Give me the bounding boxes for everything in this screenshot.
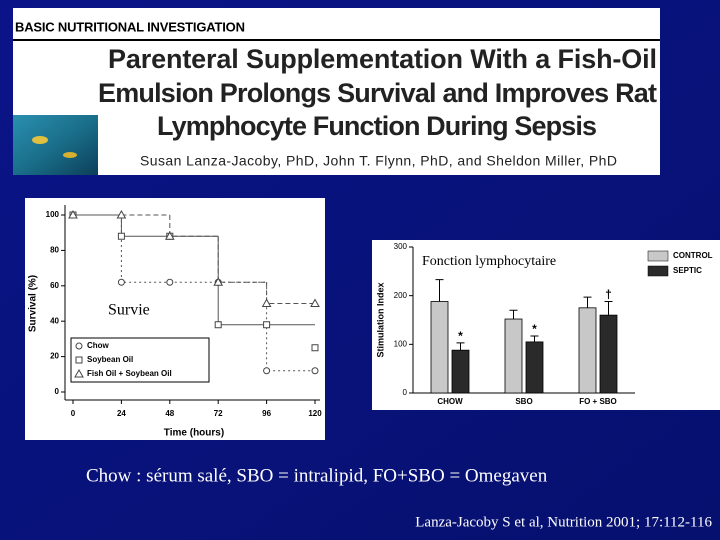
fish [63, 152, 77, 158]
x-tick-label: 120 [308, 409, 322, 418]
x-tick-label: CHOW [437, 397, 463, 406]
fish-photo [13, 115, 98, 175]
point [166, 278, 174, 286]
legend-marker [75, 356, 83, 364]
legend-swatch [647, 265, 669, 277]
y-tick-label: 300 [394, 242, 408, 251]
citation: Lanza-Jacoby S et al, Nutrition 2001; 17… [415, 514, 712, 530]
y-axis-label: Stimulation Index [375, 282, 385, 357]
y-tick-label: 20 [50, 352, 59, 361]
point [311, 344, 319, 352]
article-header [13, 8, 660, 175]
legend-marker [75, 342, 83, 350]
point [310, 298, 320, 307]
legend-marker [74, 368, 84, 378]
x-tick-label: 48 [165, 409, 174, 418]
significance-marker: † [605, 288, 612, 302]
lymphocyte-chart: 0 100 200 300 Stimulation Index CHOW * SBO * FO +… [375, 242, 712, 406]
point [263, 321, 271, 329]
legend-label: Soybean Oil [87, 355, 133, 364]
article-title: Lymphocyte Function During Sepsis [157, 111, 597, 141]
error-bar [456, 342, 465, 351]
survival-chart: 0 20 40 60 80 100 0 24 48 72 96 120 Time (hours) Surv… [28, 205, 322, 439]
bar [451, 349, 470, 394]
overlay-label: Survie [108, 302, 150, 319]
y-tick-label: 80 [50, 246, 59, 255]
survival-panel [25, 198, 325, 440]
significance-marker: * [532, 322, 537, 336]
y-tick-label: 0 [55, 387, 60, 396]
article-title: Emulsion Prolongs Survival and Improves … [98, 78, 657, 108]
x-axis-label: Time (hours) [164, 428, 224, 439]
authors: Susan Lanza-Jacoby, PhD, John T. Flynn, … [140, 153, 617, 169]
legend-swatch [647, 250, 669, 262]
y-axis-label: Survival (%) [28, 275, 39, 332]
fish [32, 136, 48, 144]
y-tick-label: 100 [46, 210, 60, 219]
caption: Chow : sérum salé, SBO = intralipid, FO+… [86, 465, 548, 486]
point [311, 367, 319, 375]
bar [578, 307, 597, 394]
y-tick-label: 200 [394, 291, 408, 300]
error-bar [583, 296, 592, 308]
article-title: Parenteral Supplementation With a Fish-O… [108, 44, 657, 74]
error-bar [509, 309, 518, 320]
y-tick-label: 100 [394, 339, 408, 348]
bar [525, 341, 544, 394]
point [164, 231, 175, 240]
bar [504, 318, 523, 394]
x-tick-label: 24 [117, 409, 126, 418]
legend-label: Chow [87, 341, 110, 350]
x-tick-label: SBO [515, 397, 532, 406]
point [214, 321, 222, 329]
bar [599, 314, 618, 394]
legend-label: SEPTIC [673, 266, 702, 275]
x-tick-label: FO + SBO [579, 397, 617, 406]
significance-marker: * [458, 329, 463, 343]
point [68, 209, 78, 219]
legend-label: CONTROL [673, 251, 713, 260]
y-tick-label: 40 [50, 316, 59, 325]
y-tick-label: 60 [50, 281, 59, 290]
point [261, 298, 272, 307]
point [213, 277, 224, 286]
legend-label: Fish Oil + Soybean Oil [87, 369, 172, 378]
banner: BASIC NUTRITIONAL INVESTIGATION [15, 19, 245, 34]
x-tick-label: 0 [71, 409, 76, 418]
y-tick-label: 0 [403, 388, 408, 397]
legend-box [70, 337, 210, 383]
point [116, 209, 127, 219]
step-segment [266, 282, 315, 372]
overlay-label: Fonction lymphocytaire [422, 254, 556, 269]
point [117, 232, 125, 240]
error-bar [604, 301, 613, 316]
x-tick-label: 96 [262, 409, 271, 418]
point [117, 278, 125, 286]
error-bar [435, 279, 444, 302]
error-bar [530, 335, 539, 342]
bar [430, 301, 449, 394]
point [263, 367, 271, 375]
x-tick-label: 72 [214, 409, 223, 418]
